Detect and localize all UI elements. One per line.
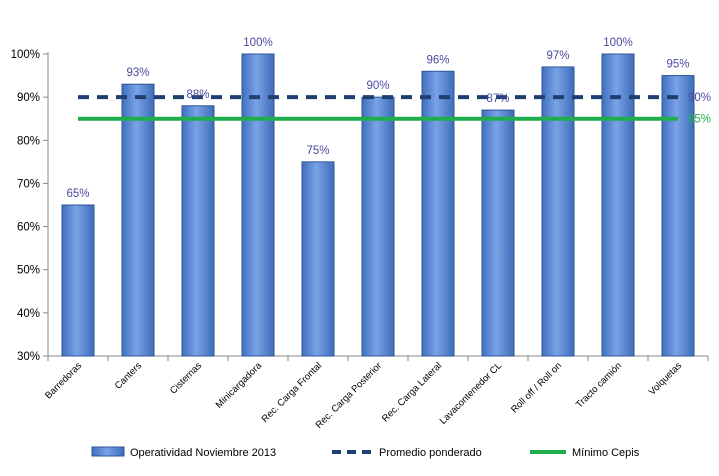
bar-data-label: 88% xyxy=(186,89,209,101)
minimum-line-label: 85% xyxy=(688,114,711,126)
bar-data-label: 100% xyxy=(243,37,272,49)
legend: Operatividad Noviembre 2013 Promedio pond… xyxy=(91,446,640,459)
legend-minimum-label: Mínimo Cepis xyxy=(572,447,640,459)
bars xyxy=(61,53,695,357)
average-line-label: 90% xyxy=(688,92,711,104)
x-category-label: Volquetas xyxy=(647,360,684,397)
y-tick-label: 40% xyxy=(17,308,40,320)
bar xyxy=(541,66,575,357)
bar xyxy=(301,161,335,357)
bar-data-label: 87% xyxy=(486,93,509,105)
x-category-label: Rec. Carga Lateral xyxy=(380,360,444,424)
bar xyxy=(421,70,455,357)
bar-data-label: 65% xyxy=(66,188,89,200)
bar-data-label: 90% xyxy=(366,80,389,92)
x-category-label: Lavacontenedor CL xyxy=(438,360,504,426)
bar xyxy=(241,53,275,357)
bar xyxy=(361,96,395,357)
bar xyxy=(61,204,95,357)
bar xyxy=(661,75,695,357)
x-category-label: Tracto camión xyxy=(574,360,624,410)
bar-data-label: 97% xyxy=(546,50,569,62)
y-tick-label: 70% xyxy=(17,178,40,190)
bar xyxy=(481,109,515,357)
x-category-label: Rec. Carga Posterior xyxy=(314,360,385,431)
legend-average-label: Promedio ponderado xyxy=(379,447,482,459)
legend-bar-label: Operatividad Noviembre 2013 xyxy=(130,447,276,459)
bar xyxy=(121,83,155,357)
y-tick-label: 100% xyxy=(11,49,40,61)
x-category-label: Rec. Carga Frontal xyxy=(260,360,325,425)
bar xyxy=(181,105,215,357)
bar-data-label: 96% xyxy=(426,54,449,66)
bar xyxy=(601,53,635,357)
bar-data-label: 95% xyxy=(666,59,689,71)
x-category-label: Canters xyxy=(113,360,144,391)
legend-bar-swatch xyxy=(91,446,125,457)
y-tick-label: 50% xyxy=(17,265,40,277)
x-category-label: Cisternas xyxy=(168,360,204,396)
y-tick-label: 80% xyxy=(17,135,40,147)
y-tick-label: 90% xyxy=(17,92,40,104)
data-labels: 65% 93% 88% 100% 75% 90% 96% 87% 97% 100% 95% xyxy=(66,37,689,200)
y-tick-label: 30% xyxy=(17,351,40,363)
bar-data-label: 93% xyxy=(126,67,149,79)
x-category-label: Roll off / Roll on xyxy=(509,360,564,415)
x-category-label: Barredoras xyxy=(43,360,84,401)
bar-data-label: 100% xyxy=(603,37,632,49)
bar-data-label: 75% xyxy=(306,145,329,157)
reference-lines: 90% 85% xyxy=(78,92,711,126)
y-tick-label: 60% xyxy=(17,222,40,234)
x-category-label: Minicargadora xyxy=(214,360,265,411)
